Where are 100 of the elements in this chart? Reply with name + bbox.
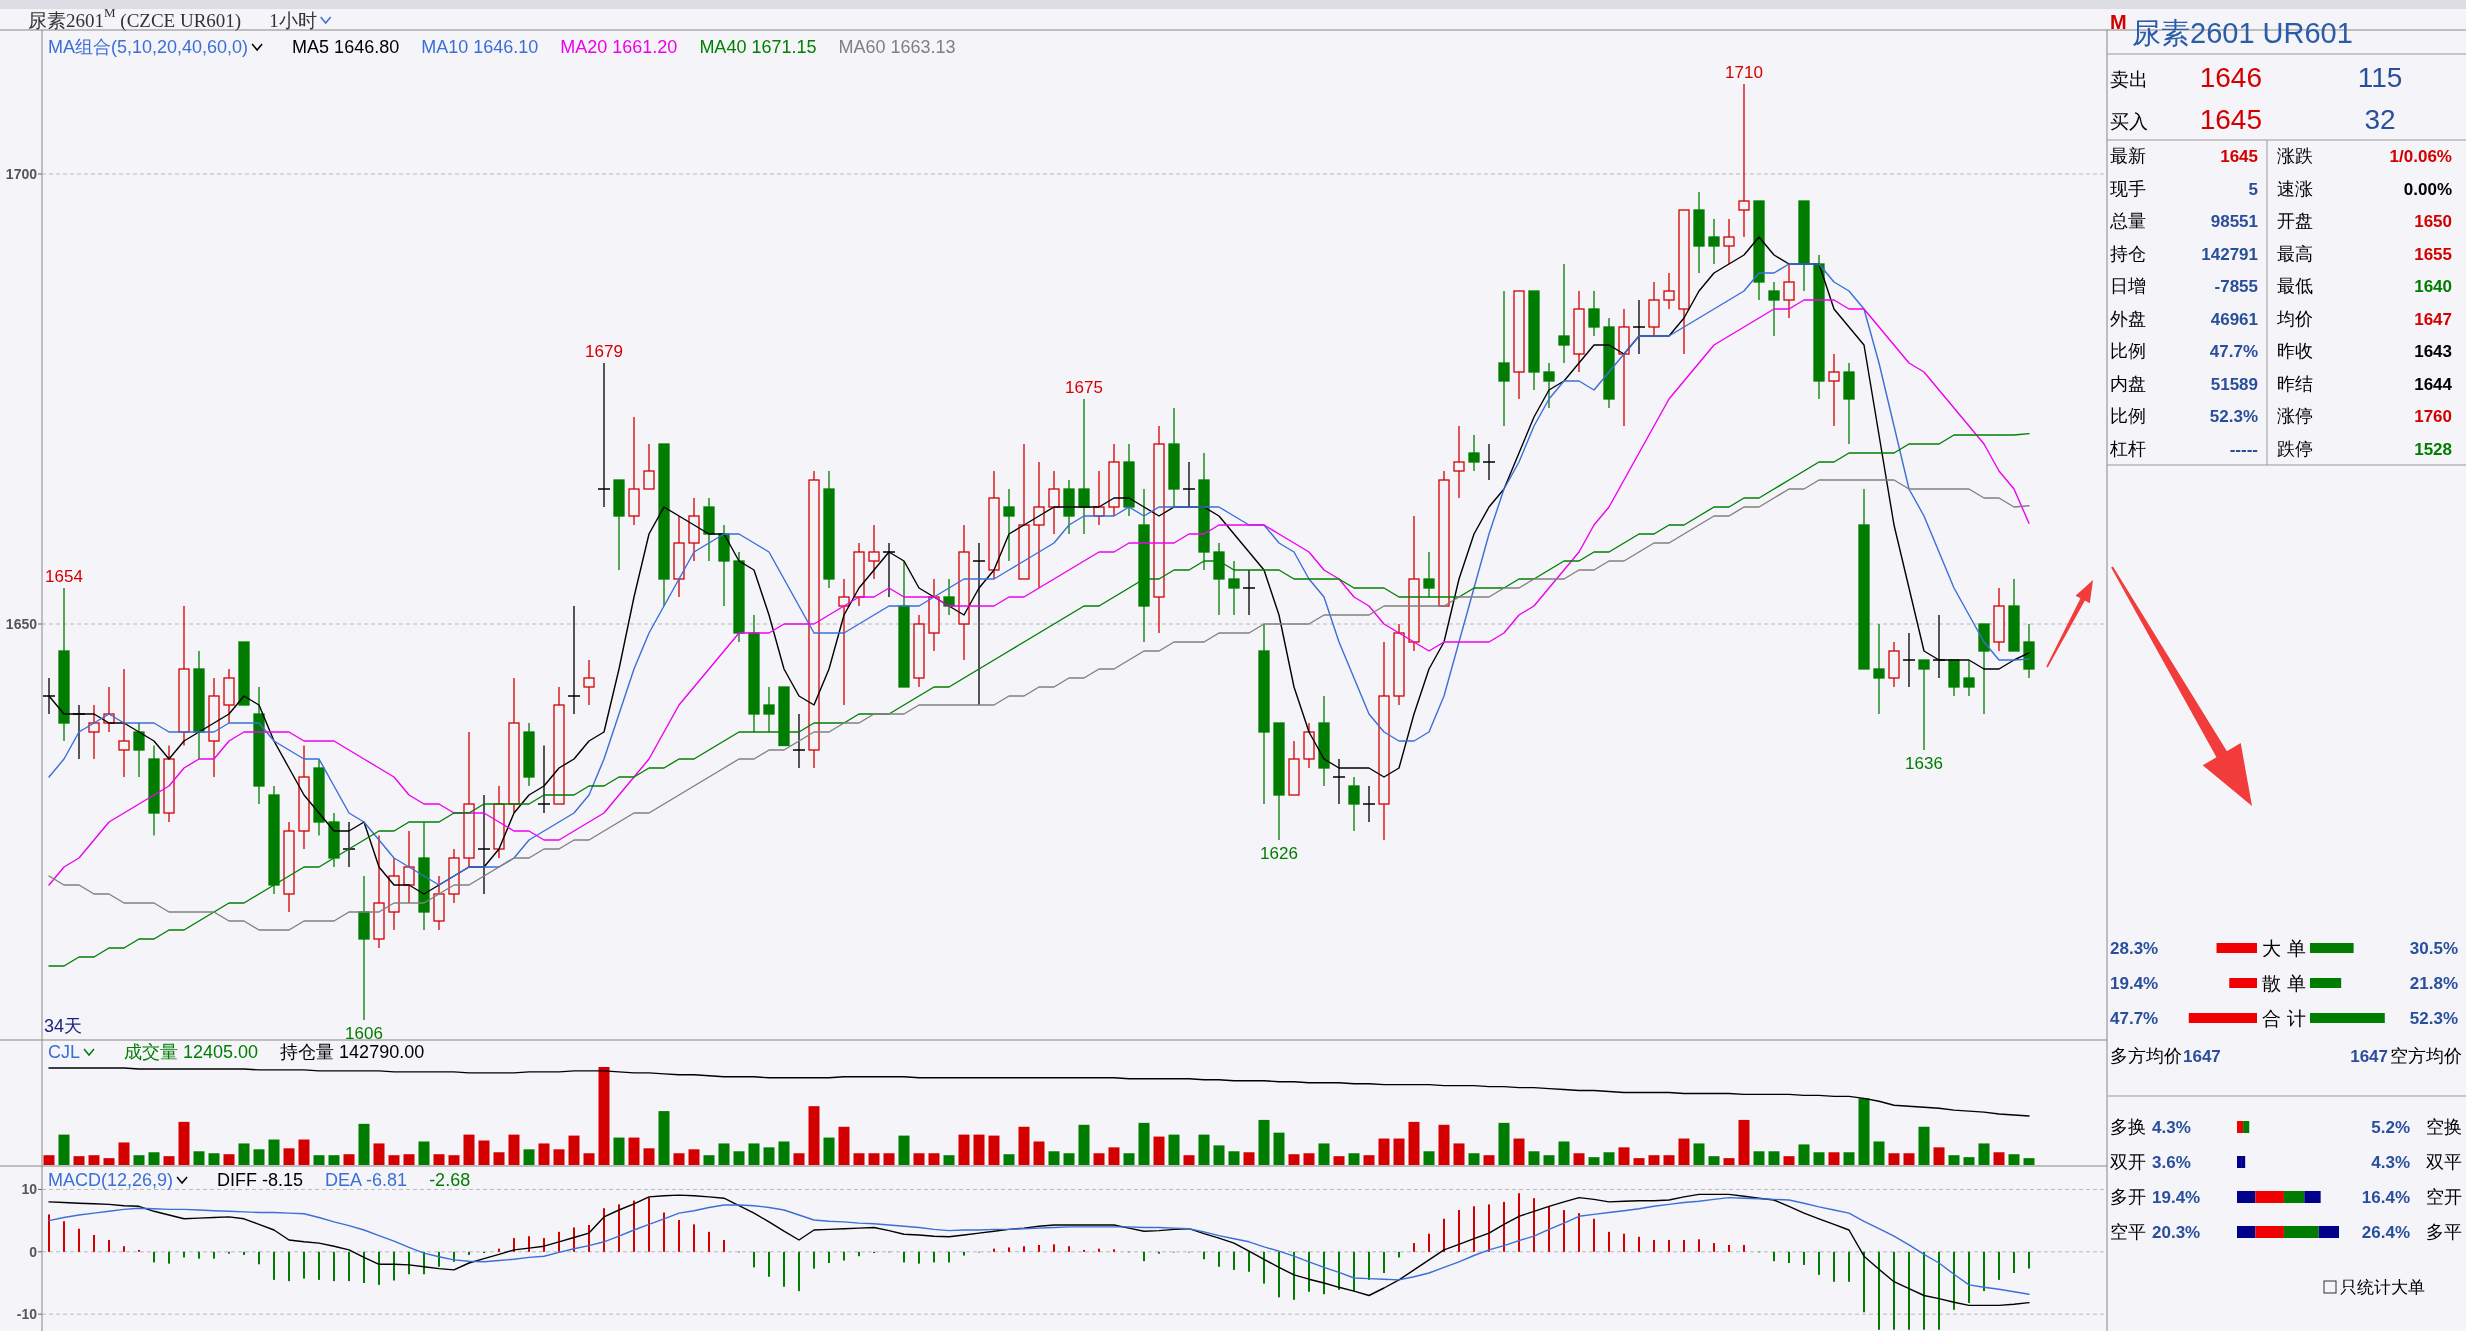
series-label: DEA -6.81 [325, 1170, 408, 1190]
bar [1368, 1251, 1370, 1280]
bar [1908, 1251, 1910, 1330]
bar [153, 1251, 155, 1263]
bar [933, 1251, 935, 1263]
bar [553, 1149, 565, 1165]
candlestick [973, 542, 985, 706]
bar [868, 1153, 880, 1165]
bar [1578, 1213, 1580, 1252]
candlestick [1183, 461, 1195, 508]
bar [1983, 1251, 1985, 1292]
bar [688, 1149, 700, 1165]
bar [478, 1140, 490, 1165]
data-label: 30.5% [2409, 938, 2458, 958]
bar [678, 1220, 680, 1252]
data-label: 47.7% [2110, 1008, 2159, 1028]
annotation: 1710 [1725, 62, 1763, 82]
bar [603, 1208, 605, 1252]
bar [723, 1239, 725, 1252]
bar [1278, 1251, 1280, 1298]
legend-label: DIFF -8.15 [217, 1170, 304, 1190]
bar [718, 1143, 730, 1165]
bar [93, 1234, 95, 1252]
candlestick [763, 686, 775, 733]
bar [1873, 1141, 1885, 1165]
bar [808, 1106, 820, 1165]
bar [1533, 1198, 1535, 1252]
text: 多方均价 [2110, 1046, 2182, 1066]
bar [1483, 1155, 1495, 1165]
bar [108, 1239, 110, 1252]
bar [1888, 1153, 1900, 1165]
bar [1428, 1233, 1430, 1252]
bar [318, 1251, 320, 1280]
bar [618, 1204, 620, 1252]
bar [2318, 1226, 2339, 1238]
bar [1998, 1251, 2000, 1280]
bar [1558, 1141, 1570, 1165]
bar [1648, 1155, 1660, 1165]
annotation: 1626 [1260, 843, 1298, 863]
text: 142791 [2201, 244, 2258, 263]
text: 最低 [2277, 276, 2313, 296]
bar [918, 1251, 920, 1264]
bar [1378, 1138, 1390, 1165]
bar [163, 1156, 175, 1165]
bar [2237, 1226, 2256, 1238]
bar [1513, 1138, 1525, 1165]
bar [1273, 1132, 1285, 1165]
bar [313, 1155, 325, 1165]
text: 总量 [2109, 211, 2146, 231]
bar [1108, 1147, 1120, 1165]
bar [663, 1212, 665, 1252]
candlestick [793, 713, 805, 769]
candlestick [583, 659, 595, 706]
text: 最高 [2277, 243, 2313, 264]
line-series [48, 432, 2030, 967]
y-tick-label: 空平 [2110, 1222, 2146, 1242]
annotation: MA组合(5,10,20,40,60,0) [48, 37, 249, 57]
bar [1143, 1251, 1145, 1262]
text: 涨停 [2277, 406, 2313, 426]
data-label: 28.3% [2110, 938, 2159, 958]
bar [1033, 1141, 1045, 1165]
bar [2013, 1251, 2015, 1274]
text: 内盘 [2110, 373, 2146, 394]
bar [1353, 1251, 1355, 1292]
candlestick [1558, 263, 1570, 364]
chart-title: MACD(12,26,9) [48, 1170, 174, 1190]
text: 昨收 [2277, 341, 2313, 361]
bar [1548, 1206, 1550, 1252]
bar [1468, 1153, 1480, 1165]
bar [523, 1149, 535, 1165]
bar [243, 1251, 245, 1255]
bar [78, 1228, 80, 1252]
text: 现手 [2110, 178, 2146, 199]
candlestick [1723, 218, 1735, 265]
bar [393, 1251, 395, 1281]
text: M [2110, 11, 2127, 33]
candlestick [598, 362, 610, 508]
bar [1288, 1154, 1300, 1165]
bar [58, 1134, 70, 1165]
bar [433, 1154, 445, 1165]
bar [2283, 1191, 2305, 1203]
bar [658, 1111, 670, 1165]
bar [633, 1200, 635, 1252]
text: 双平 [2426, 1152, 2462, 1172]
text: 5.2% [2371, 1117, 2410, 1137]
y-tick-label: 散 单 [2262, 972, 2306, 994]
data-label: 21.8% [2409, 973, 2458, 993]
bar [1623, 1233, 1625, 1252]
bar [283, 1148, 295, 1165]
bar [613, 1137, 625, 1165]
text: 持仓 [2110, 243, 2146, 264]
bar [1248, 1251, 1250, 1272]
candlestick [1348, 776, 1360, 832]
y-tick-label: 多换 [2110, 1117, 2146, 1137]
bar [648, 1197, 650, 1252]
bar [123, 1246, 125, 1252]
text: 115 [2357, 61, 2403, 93]
bar [568, 1135, 580, 1165]
bar [1948, 1155, 1960, 1165]
candlestick [643, 443, 655, 490]
